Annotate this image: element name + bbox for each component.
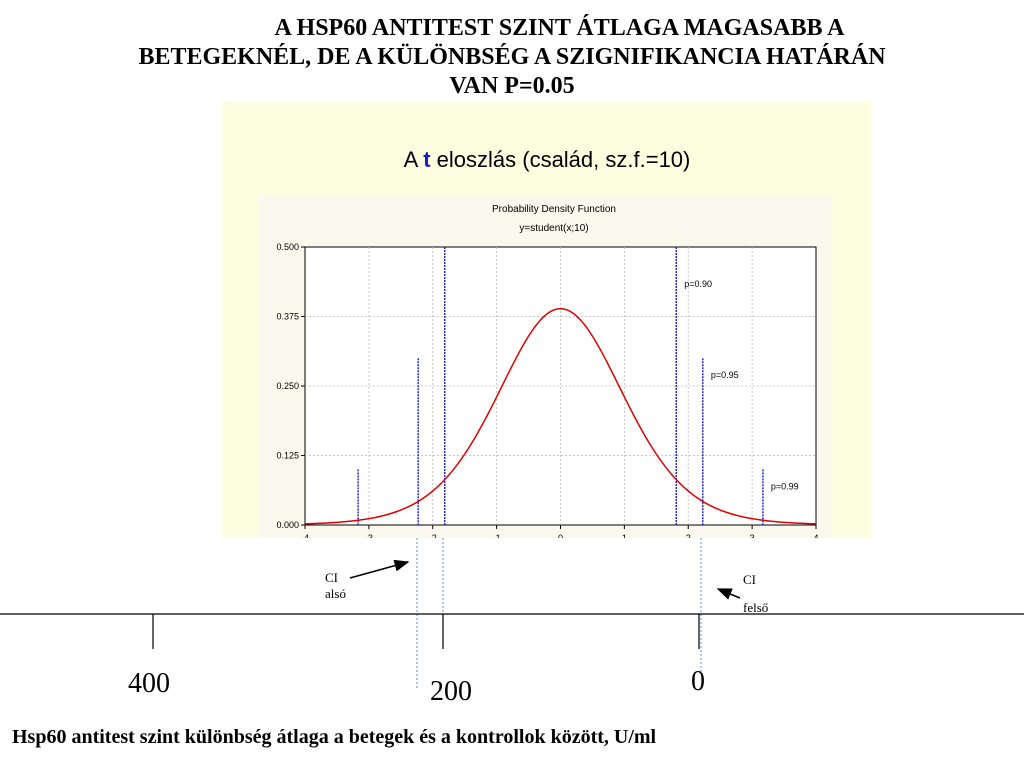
x-tick-label: -4 <box>301 533 309 538</box>
ci-upper-label-line1: CI <box>743 572 756 587</box>
critical-line-label: p=0.95 <box>711 370 739 380</box>
title-line-2: BETEGEKNÉL, DE A KÜLÖNBSÉG A SZIGNIFIKAN… <box>138 44 886 70</box>
x-tick-label: -2 <box>429 533 437 538</box>
y-tick-label: 0.500 <box>276 242 299 252</box>
grid <box>305 247 816 525</box>
ci-upper-label-line2: felső <box>743 600 769 615</box>
critical-line-label: p=0.99 <box>771 481 799 491</box>
x-tick-label: -1 <box>493 533 501 538</box>
bottom-caption: Hsp60 antitest szint különbség átlaga a … <box>12 726 657 748</box>
x-tick-label: 2 <box>686 533 691 538</box>
scale-label-0: 0 <box>691 666 705 697</box>
axis-ticks: -4 -3 -2 -1 0 1 2 3 4 0.000 0.125 0.250 0.375 0.500 <box>276 242 818 538</box>
chart-subtitle: y=student(x;10) <box>519 223 588 234</box>
y-tick-label: 0.375 <box>276 312 299 322</box>
x-tick-label: -3 <box>365 533 373 538</box>
x-tick-label: 3 <box>750 533 755 538</box>
chart-panel: A t eloszlás (család, sz.f.=10) Probabil… <box>222 101 871 538</box>
scale-label-400: 400 <box>128 668 170 699</box>
chart-svg: A t eloszlás (család, sz.f.=10) Probabil… <box>222 101 871 538</box>
scale-label-200: 200 <box>430 676 472 707</box>
y-tick-label: 0.250 <box>276 381 299 391</box>
panel-heading: A t eloszlás (család, sz.f.=10) <box>404 147 691 172</box>
slide-title: A HSP60 ANTITEST SZINT ÁTLAGA MAGASABB A… <box>0 14 1024 101</box>
ci-lower-label: CI alsó <box>325 570 346 602</box>
density-curve <box>304 307 817 525</box>
x-tick-label: 0 <box>558 533 563 538</box>
ci-upper-arrow <box>716 588 741 600</box>
title-line-3: VAN P=0.05 <box>449 73 575 99</box>
y-tick-label: 0.000 <box>276 520 299 530</box>
ci-upper-label: CI felső <box>743 572 768 616</box>
y-tick-label: 0.125 <box>276 451 299 461</box>
title-line-1: A HSP60 ANTITEST SZINT ÁTLAGA MAGASABB A <box>274 15 845 41</box>
chart-title: Probability Density Function <box>492 204 616 215</box>
x-tick-label: 1 <box>622 533 627 538</box>
critical-line-label: p=0.90 <box>684 279 712 289</box>
ci-lower-label-line1: CI <box>325 570 338 585</box>
ci-lower-arrow <box>349 559 410 579</box>
x-tick-label: 4 <box>813 533 818 538</box>
ci-lower-label-line2: alsó <box>325 586 346 601</box>
